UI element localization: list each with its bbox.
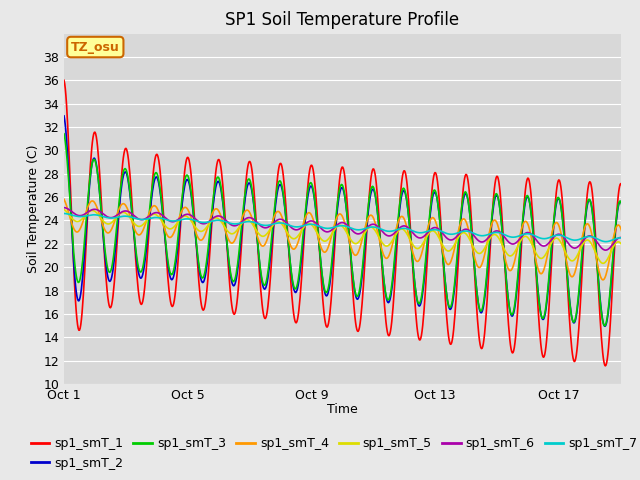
- sp1_smT_4: [408, 245, 415, 251]
- sp1_smT_6: [431, 225, 438, 230]
- sp1_smT_2: [60, 113, 68, 119]
- sp1_smT_6: [60, 205, 68, 211]
- sp1_smT_3: [408, 248, 415, 254]
- sp1_smT_1: [408, 248, 415, 253]
- sp1_smT_4: [60, 196, 68, 202]
- Text: TZ_osu: TZ_osu: [71, 40, 120, 54]
- sp1_smT_2: [186, 180, 193, 186]
- Line: sp1_smT_3: sp1_smT_3: [64, 134, 640, 329]
- sp1_smT_3: [266, 253, 274, 259]
- sp1_smT_4: [186, 209, 193, 215]
- sp1_smT_6: [408, 228, 415, 234]
- sp1_smT_1: [632, 367, 640, 373]
- sp1_smT_4: [431, 216, 438, 222]
- sp1_smT_2: [431, 190, 438, 195]
- sp1_smT_3: [550, 212, 558, 218]
- Y-axis label: Soil Temperature (C): Soil Temperature (C): [28, 144, 40, 273]
- sp1_smT_3: [632, 326, 639, 332]
- sp1_smT_2: [266, 260, 274, 265]
- sp1_smT_1: [431, 171, 438, 177]
- Legend: sp1_smT_1, sp1_smT_2, sp1_smT_3, sp1_smT_4, sp1_smT_5, sp1_smT_6, sp1_smT_7: sp1_smT_1, sp1_smT_2, sp1_smT_3, sp1_smT…: [26, 432, 640, 475]
- sp1_smT_1: [550, 213, 558, 219]
- sp1_smT_5: [408, 240, 415, 246]
- sp1_smT_5: [550, 236, 558, 242]
- sp1_smT_4: [333, 213, 341, 219]
- sp1_smT_5: [266, 227, 274, 233]
- Line: sp1_smT_4: sp1_smT_4: [64, 199, 640, 283]
- X-axis label: Time: Time: [327, 403, 358, 416]
- sp1_smT_1: [186, 158, 193, 164]
- sp1_smT_6: [550, 234, 558, 240]
- sp1_smT_7: [633, 240, 640, 246]
- Line: sp1_smT_7: sp1_smT_7: [64, 214, 640, 243]
- sp1_smT_6: [632, 249, 640, 255]
- sp1_smT_5: [431, 228, 438, 234]
- sp1_smT_4: [266, 228, 274, 234]
- sp1_smT_1: [333, 200, 341, 206]
- Line: sp1_smT_5: sp1_smT_5: [64, 209, 640, 266]
- Title: SP1 Soil Temperature Profile: SP1 Soil Temperature Profile: [225, 11, 460, 29]
- sp1_smT_5: [630, 263, 637, 269]
- sp1_smT_2: [408, 248, 415, 253]
- sp1_smT_3: [431, 187, 438, 193]
- sp1_smT_2: [632, 327, 639, 333]
- sp1_smT_5: [186, 216, 193, 221]
- sp1_smT_6: [333, 222, 341, 228]
- sp1_smT_7: [333, 223, 341, 229]
- sp1_smT_7: [186, 216, 193, 222]
- sp1_smT_7: [408, 228, 415, 233]
- sp1_smT_7: [60, 211, 68, 216]
- sp1_smT_4: [550, 222, 558, 228]
- sp1_smT_7: [550, 233, 558, 239]
- sp1_smT_5: [333, 223, 341, 229]
- sp1_smT_6: [186, 212, 193, 217]
- sp1_smT_2: [550, 216, 558, 221]
- sp1_smT_6: [266, 223, 274, 229]
- sp1_smT_1: [266, 283, 274, 288]
- Line: sp1_smT_6: sp1_smT_6: [64, 208, 640, 252]
- Line: sp1_smT_2: sp1_smT_2: [64, 116, 640, 330]
- sp1_smT_1: [60, 77, 68, 83]
- Line: sp1_smT_1: sp1_smT_1: [64, 80, 640, 370]
- sp1_smT_5: [60, 206, 68, 212]
- sp1_smT_2: [333, 204, 341, 210]
- sp1_smT_7: [266, 222, 274, 228]
- sp1_smT_3: [333, 200, 341, 205]
- sp1_smT_3: [60, 131, 68, 137]
- sp1_smT_7: [431, 227, 438, 233]
- sp1_smT_4: [630, 280, 637, 286]
- sp1_smT_3: [186, 177, 193, 183]
